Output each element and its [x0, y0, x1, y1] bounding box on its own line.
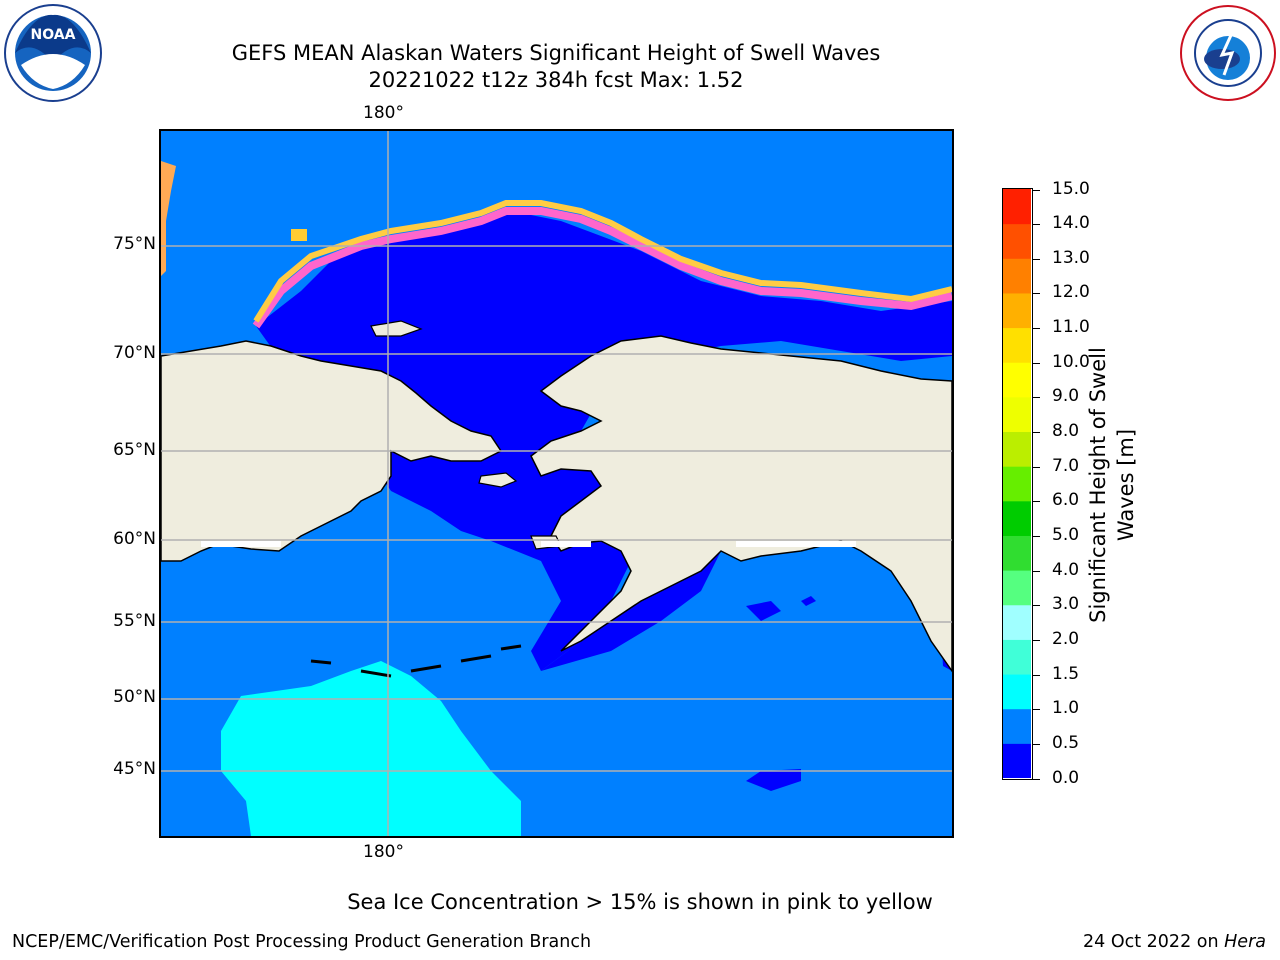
colorbar-tick-label: 9.0 — [1052, 386, 1080, 407]
lat-label-50: 50°N — [113, 687, 156, 707]
colorbar-tick-label: 7.0 — [1052, 455, 1080, 476]
colorbar-tickmark — [1033, 397, 1040, 399]
colorbar-tick-label: 4.0 — [1052, 559, 1080, 580]
colorbar-tick-label: 3.0 — [1052, 594, 1080, 615]
colorbar-tick-label: 10.0 — [1052, 351, 1090, 372]
colorbar-tickmark — [1033, 605, 1040, 607]
colorbar-tick-label: 2.0 — [1052, 628, 1080, 649]
colorbar-tickmark — [1033, 501, 1040, 503]
aleutian-islands — [310, 644, 522, 678]
colorbar-tickmark — [1033, 189, 1040, 191]
colorbar-tickmark — [1033, 293, 1040, 295]
colorbar-tick-label: 14.0 — [1052, 213, 1090, 234]
colorbar-tickmark — [1033, 570, 1040, 572]
colorbar-tickmark — [1033, 709, 1040, 711]
colorbar-tickmark — [1033, 778, 1040, 780]
colorbar-tick-label: 8.0 — [1052, 421, 1080, 442]
lat-label-65: 65°N — [113, 440, 156, 460]
colorbar-tickmark — [1033, 258, 1040, 260]
colorbar-tickmark — [1033, 328, 1040, 330]
nws-logo — [1178, 3, 1278, 103]
colorbar-tick-label: 11.0 — [1052, 317, 1090, 338]
colorbar-tickmark — [1033, 639, 1040, 641]
svg-text:NOAA: NOAA — [31, 27, 76, 43]
colorbar-swatch — [1003, 223, 1031, 259]
sea-ice-note: Sea Ice Concentration > 15% is shown in … — [347, 890, 933, 914]
colorbar-tick-label: 1.0 — [1052, 698, 1080, 719]
colorbar-swatch — [1003, 258, 1031, 294]
map-svg — [161, 131, 952, 836]
lon-label-bottom: 180° — [363, 842, 404, 862]
chart-subtitle: 20221022 t12z 384h fcst Max: 1.52 — [368, 68, 744, 92]
graticule — [161, 131, 952, 836]
colorbar-tick-label: 6.0 — [1052, 490, 1080, 511]
swell-region-low — [256, 213, 952, 671]
lat-label-70: 70°N — [113, 343, 156, 363]
noaa-logo: NOAA — [3, 3, 103, 103]
chart-title: GEFS MEAN Alaskan Waters Significant Hei… — [231, 41, 881, 65]
colorbar-swatch — [1003, 362, 1031, 398]
colorbar-tickmark — [1033, 743, 1040, 745]
swell-region-high — [221, 661, 521, 836]
colorbar-swatch — [1003, 708, 1031, 744]
colorbar-swatch — [1003, 535, 1031, 571]
map-panel — [159, 129, 954, 838]
colorbar-swatch — [1003, 327, 1031, 363]
colorbar-tick-label: 0.5 — [1052, 732, 1080, 753]
colorbar-swatch — [1003, 431, 1031, 467]
lat-label-75: 75°N — [113, 234, 156, 254]
lat-label-60: 60°N — [113, 529, 156, 549]
colorbar-label: Significant Height of Swell Waves [m] — [1086, 347, 1138, 623]
colorbar-swatch — [1003, 570, 1031, 606]
colorbar-swatch — [1003, 189, 1031, 225]
footer-branch: NCEP/EMC/Verification Post Processing Pr… — [12, 932, 592, 952]
lon-label-top: 180° — [363, 103, 404, 123]
lat-label-45: 45°N — [113, 759, 156, 779]
colorbar-swatch — [1003, 396, 1031, 433]
colorbar-swatch — [1003, 500, 1031, 536]
colorbar-tickmark — [1033, 674, 1040, 676]
colorbar-tick-label: 5.0 — [1052, 524, 1080, 545]
colorbar-tick-label: 12.0 — [1052, 282, 1090, 303]
colorbar-tickmark — [1033, 362, 1040, 364]
colorbar-tick-label: 1.5 — [1052, 663, 1080, 684]
colorbar-swatch — [1003, 292, 1031, 329]
colorbar-swatch — [1003, 604, 1031, 640]
colorbar-tickmark — [1033, 224, 1040, 226]
colorbar-tickmark — [1033, 432, 1040, 434]
colorbar-swatch — [1003, 639, 1031, 675]
colorbar-tick-label: 15.0 — [1052, 178, 1090, 199]
colorbar-tick-label: 0.0 — [1052, 767, 1080, 788]
colorbar-swatches — [1003, 189, 1031, 778]
colorbar-tick-label: 13.0 — [1052, 247, 1090, 268]
colorbar-tickmark — [1033, 466, 1040, 468]
colorbar-swatch — [1003, 466, 1031, 502]
colorbar-swatch — [1003, 743, 1031, 778]
lat-label-55: 55°N — [113, 611, 156, 631]
colorbar — [1002, 188, 1033, 780]
footer-date: 24 Oct 2022 on Hera — [1083, 932, 1266, 952]
colorbar-swatch — [1003, 674, 1031, 710]
land-alaska — [530, 335, 952, 673]
colorbar-tickmark — [1033, 535, 1040, 537]
